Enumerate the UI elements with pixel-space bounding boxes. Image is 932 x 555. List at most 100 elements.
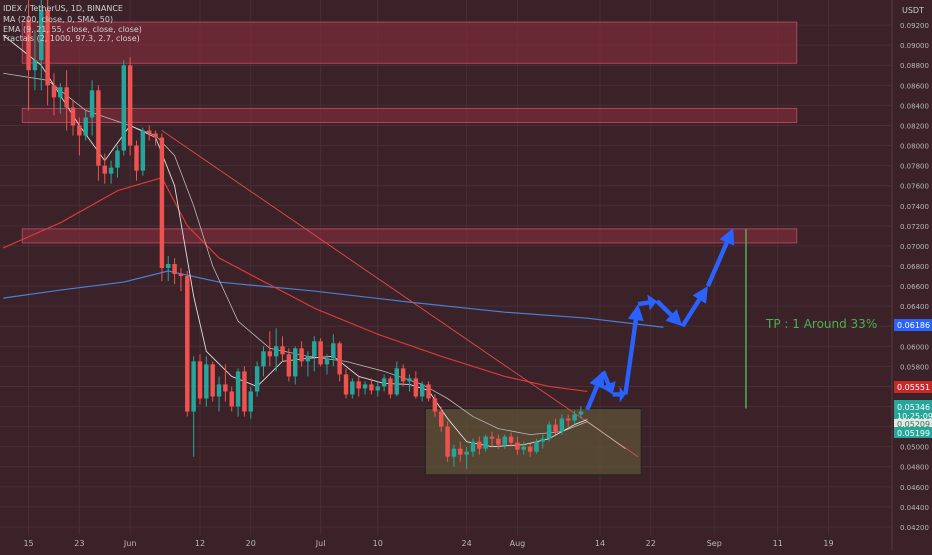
candle-body [553,424,558,432]
candle-body [127,65,133,146]
candle-body [210,364,215,397]
projection-arrow [637,294,658,311]
time-tick-label: 15 [23,539,33,548]
candle-body [318,341,323,365]
candle-body [102,165,107,174]
candle-body [388,378,393,395]
projection-arrow [612,386,626,403]
candle-body [312,341,317,357]
last-price-tag: 0.05346 [897,403,930,412]
time-tick-label: 20 [246,539,256,548]
candle-body [134,145,139,171]
price-tick-label: 0.08600 [900,82,929,90]
candle-body [324,358,330,365]
price-tick-label: 0.08000 [900,143,929,151]
candle-body [375,386,380,391]
price-tick-label: 0.07200 [900,223,929,231]
candle-body [280,346,285,355]
price-tick-label: 0.07800 [900,163,929,171]
candle-body [108,167,114,174]
projection-arrow [655,299,683,327]
legend: IDEX / TetherUS, 1D, BINANCE MA (200, cl… [3,4,142,43]
price-tick-label: 0.08800 [900,62,929,70]
candle-body [121,65,127,151]
candle-body [521,446,526,450]
candle-body [350,381,355,395]
candle-body [45,10,50,86]
time-tick-label: Aug [510,539,526,548]
symbol-title[interactable]: IDEX / TetherUS, 1D, BINANCE [3,4,123,13]
candle-body [426,384,431,399]
candle-body [489,436,495,439]
candle-body [508,436,514,443]
candle-body [337,343,342,375]
projection-arrow [600,370,616,395]
time-tick-label: 24 [462,539,472,548]
price-tick-label: 0.04400 [900,504,929,512]
candle-body [381,378,387,387]
price-tick-label: 0.06600 [900,283,929,291]
price-tick-label: 0.05800 [900,363,929,371]
candle-body [267,351,273,357]
price-tick-label: 0.09000 [900,42,929,50]
currency-label: USDT [902,6,924,15]
candle-body [70,107,76,126]
candle-body [445,426,450,457]
time-tick-label: 12 [195,539,205,548]
downtrend-line [161,130,639,458]
candle-body [153,133,158,138]
price-tick-label: 0.07600 [900,183,929,191]
candle-body [146,130,152,134]
time-tick-label: Jun [123,539,137,548]
candle-body [483,436,488,449]
candle-body [572,414,577,421]
price-axis-background [892,0,932,550]
candle-body [58,87,63,98]
time-tick-label: 23 [74,539,84,548]
candle-body [369,384,374,391]
ma-tag-bg [894,319,932,331]
price-tick-label: 0.06000 [900,343,929,351]
time-tick-label: 22 [646,539,656,548]
candle-body [273,346,279,357]
candle-body [248,391,253,412]
candle-body [197,361,203,399]
candle-body [451,448,457,457]
resistance-zone [21,21,798,64]
ma-tag: 0.06186 [897,321,930,330]
time-tick-label: 19 [823,539,833,548]
candle-body [343,374,349,395]
candle-body [413,378,419,397]
ema-mid-tag: 0.05199 [897,429,930,438]
candle-body [229,391,234,407]
candle-body [185,276,190,412]
candle-body [407,378,412,382]
indicator-ma[interactable]: MA (200, close, 0, SMA, 50) [3,15,113,24]
projection-arrow [680,286,708,328]
projection-arrow [623,304,644,395]
candle-body [32,60,38,71]
ema-mid-tag-bg [894,427,932,438]
indicator-fractals[interactable]: Fractals (2, 1000, 97.3, 2.7, close) [3,34,140,43]
time-tick-label: 10 [373,539,383,548]
candle-body [254,366,260,392]
price-tick-label: 0.04200 [900,524,929,532]
candle-body [235,371,241,407]
candle-body [216,384,222,397]
candle-body [496,438,501,445]
candle-body [83,117,88,136]
price-tick-label: 0.06400 [900,303,929,311]
price-tags: 0.06186 0.05551 0.05346 10:25:09 0.05209… [894,319,932,438]
ema-tag-bg [894,381,932,393]
ema-short-tag-bg [894,419,932,429]
price-tick-label: 0.04600 [900,484,929,492]
candle-body [419,384,425,397]
candle-body [292,348,298,377]
zones [21,21,798,476]
indicator-ema[interactable]: EMA (9, 21, 55, close, close, close) [3,25,142,34]
candle-body [261,351,266,367]
candle-body [115,150,120,168]
candle-body [96,90,101,166]
candle-body [565,418,571,421]
